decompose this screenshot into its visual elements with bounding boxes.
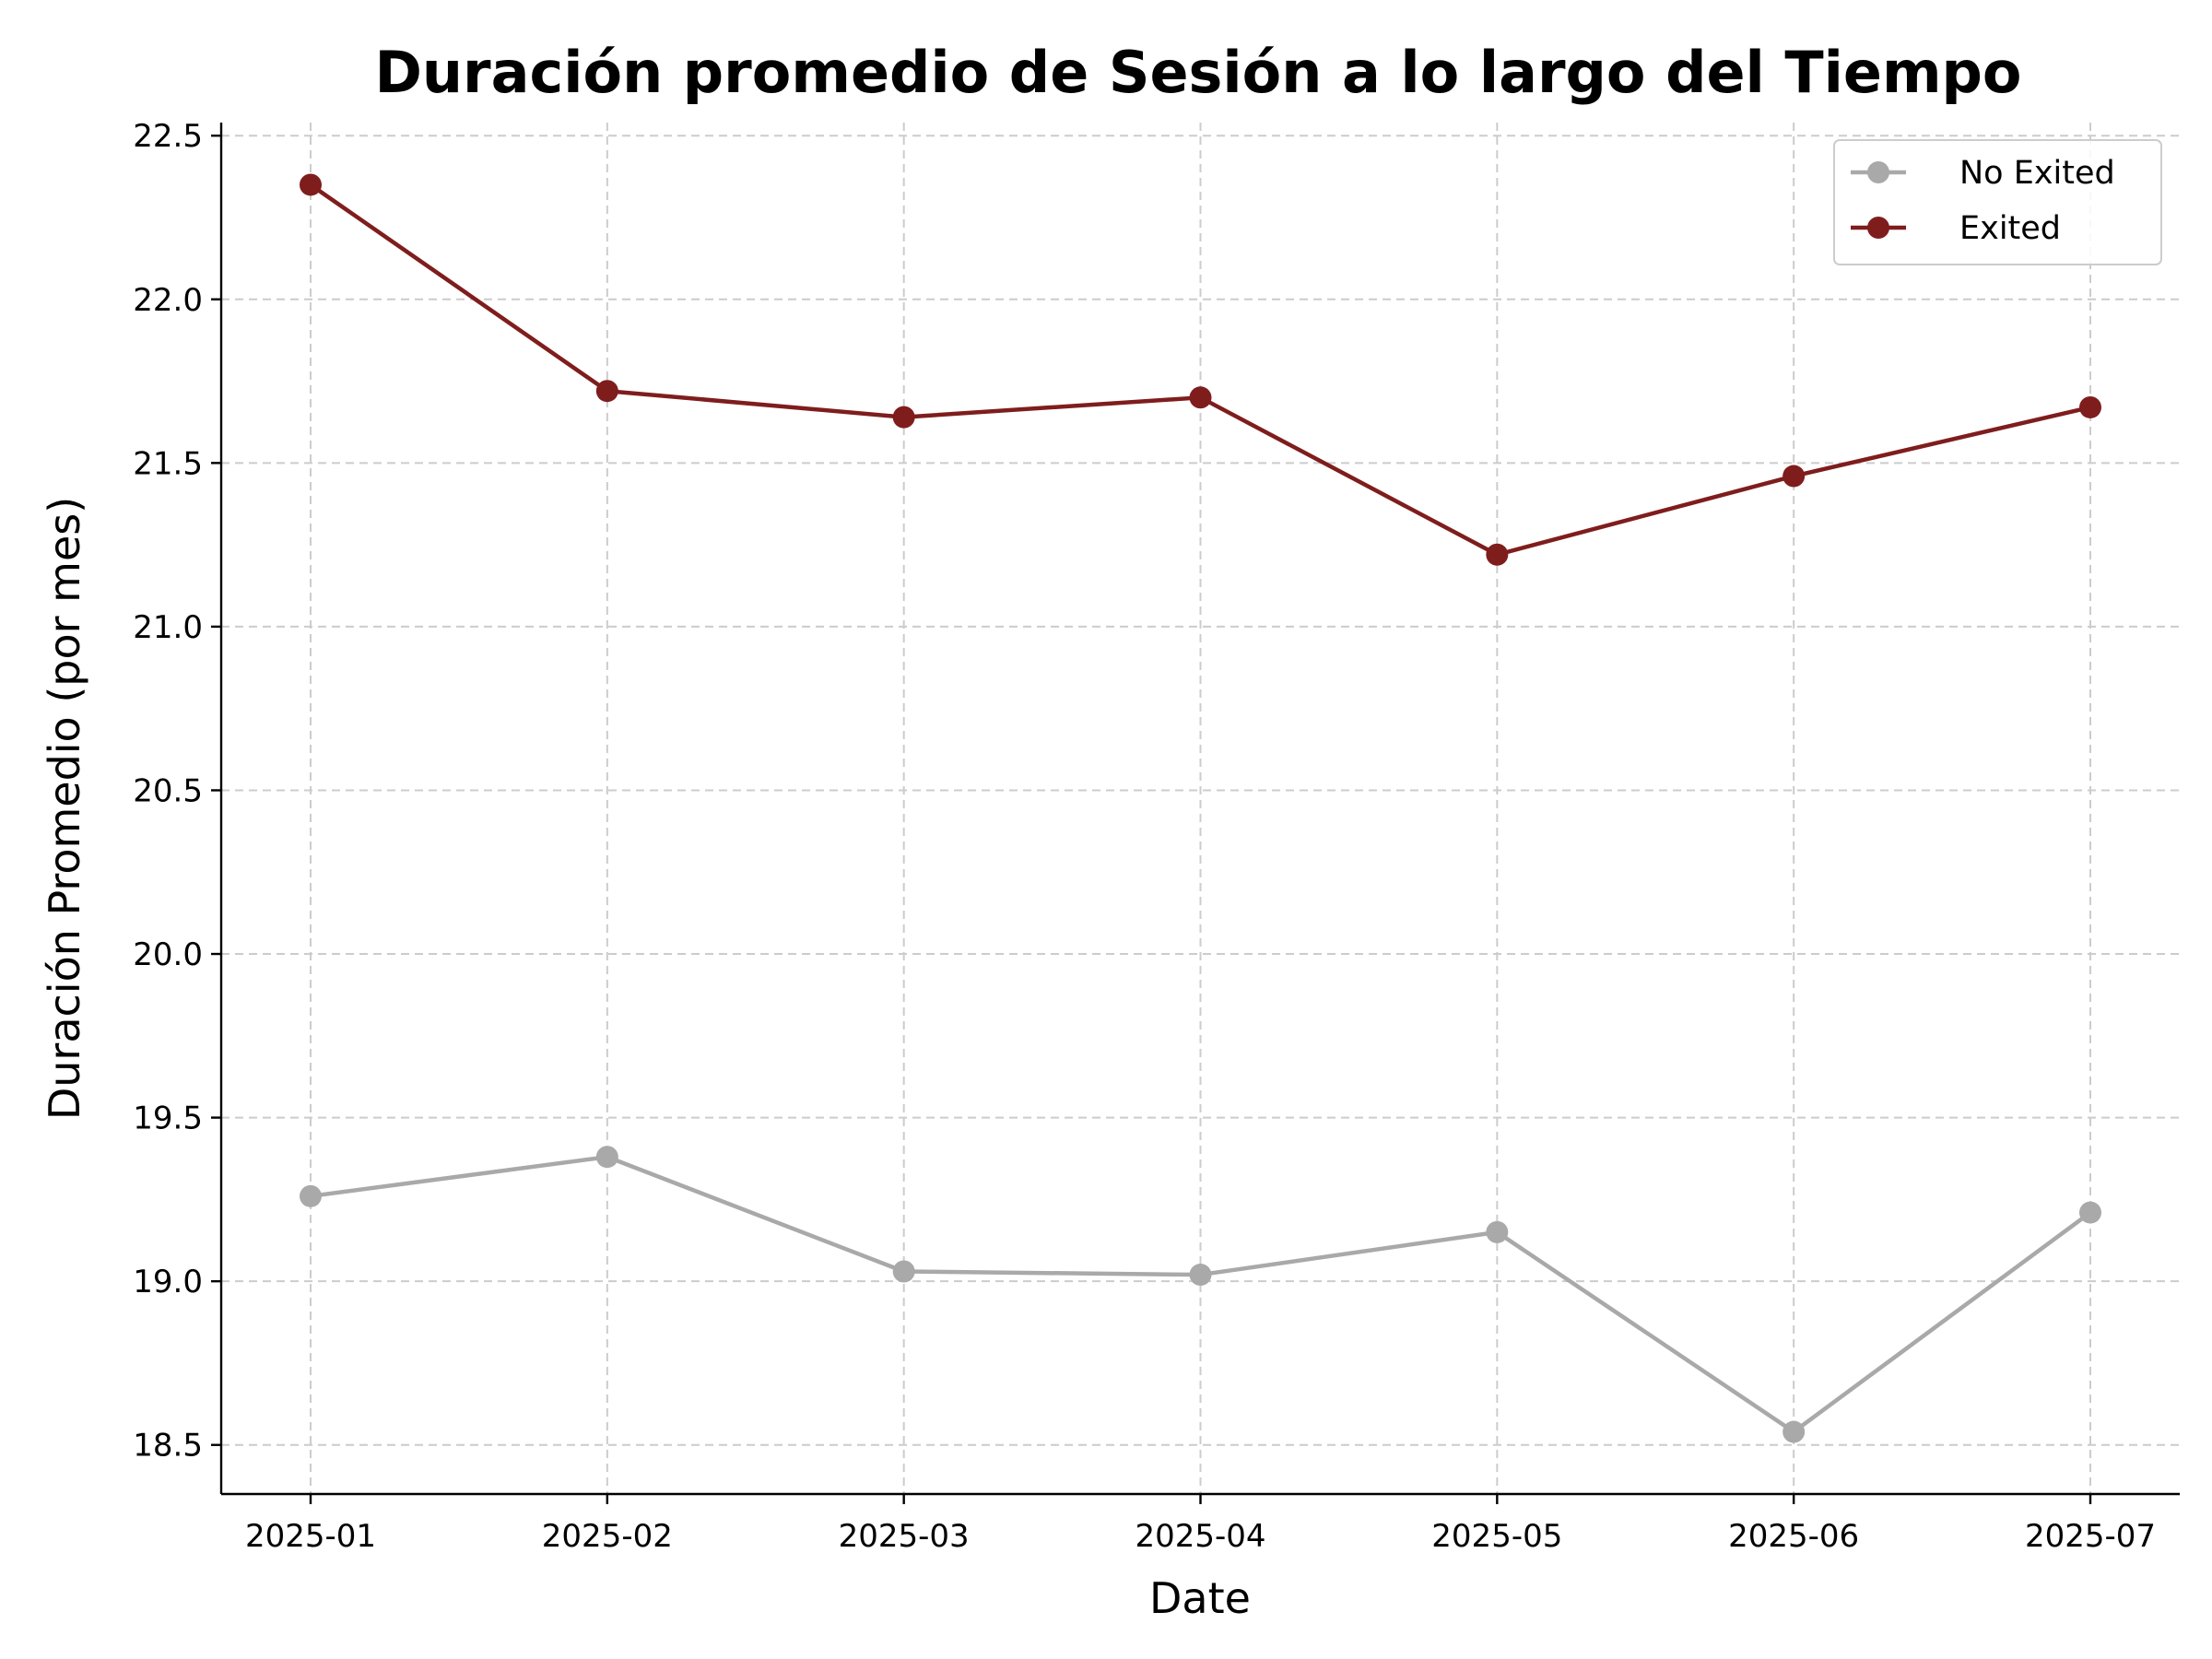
y-tick-label: 21.0 — [133, 609, 203, 646]
x-tick-label: 2025-05 — [1431, 1518, 1562, 1555]
legend-entries: No Exited Exited — [1851, 155, 2115, 247]
legend-entry: Exited — [1851, 210, 2061, 247]
x-tick-label: 2025-01 — [245, 1518, 376, 1555]
tick-labels: 2025-01 2025-02 2025-03 2025-04 2025-05 2025-… — [133, 118, 2156, 1555]
y-tick-label: 19.5 — [133, 1100, 203, 1137]
data-point — [2079, 1201, 2101, 1224]
data-point — [595, 1146, 618, 1169]
data-point — [300, 1184, 322, 1207]
x-tick-label: 2025-04 — [1135, 1518, 1265, 1555]
chart-title: Duración promedio de Sesión a lo largo d… — [374, 39, 2021, 106]
legend-frame — [1833, 139, 2162, 265]
x-tick-label: 2025-03 — [839, 1518, 970, 1555]
data-point — [2079, 395, 2101, 418]
y-tick-label: 18.5 — [133, 1428, 203, 1465]
y-tick-label: 19.0 — [133, 1264, 203, 1300]
series-exited — [300, 173, 2101, 566]
data-point — [1783, 465, 1806, 488]
legend-label: No Exited — [1959, 155, 2115, 192]
series-line — [310, 1154, 2092, 1434]
series-no-exited — [300, 1146, 2101, 1443]
x-axis-label: Date — [1149, 1573, 1251, 1623]
legend-entry: No Exited — [1851, 155, 2115, 192]
grid — [221, 123, 2180, 1494]
y-axis-label: Duración Promedio (por mes) — [40, 497, 89, 1120]
x-tick-label: 2025-06 — [1728, 1518, 1859, 1555]
legend-label: Exited — [1959, 210, 2061, 247]
y-tick-label: 20.0 — [133, 936, 203, 973]
legend: No Exited Exited — [1833, 139, 2162, 265]
x-tick-label: 2025-07 — [2025, 1518, 2156, 1555]
series-layer — [300, 173, 2101, 1443]
data-point — [1189, 386, 1212, 409]
y-tick-label: 21.5 — [133, 445, 203, 482]
y-tick-label: 22.0 — [133, 282, 203, 319]
data-point — [892, 406, 915, 429]
data-point — [300, 173, 322, 196]
x-tick-label: 2025-02 — [542, 1518, 673, 1555]
legend-marker — [1867, 217, 1889, 239]
data-point — [1486, 543, 1509, 566]
data-point — [892, 1260, 915, 1283]
data-point — [1189, 1264, 1212, 1287]
y-tick-label: 22.5 — [133, 118, 203, 155]
data-point — [595, 380, 618, 403]
data-point — [1783, 1420, 1806, 1443]
y-tick-label: 20.5 — [133, 772, 203, 809]
legend-marker — [1867, 161, 1889, 183]
data-point — [1486, 1220, 1509, 1243]
